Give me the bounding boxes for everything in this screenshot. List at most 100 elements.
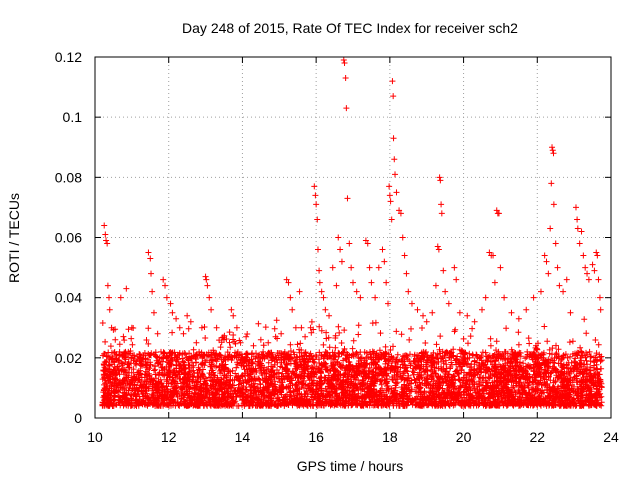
data-point [434, 243, 441, 250]
data-point [237, 339, 244, 346]
data-point [285, 279, 292, 286]
data-point [180, 330, 187, 337]
x-tick-label: 14 [235, 429, 251, 445]
data-point [391, 156, 398, 163]
data-point [582, 264, 589, 271]
data-point [597, 306, 604, 313]
data-point [491, 279, 498, 286]
data-point [387, 198, 394, 205]
data-point [393, 189, 400, 196]
data-point [163, 294, 170, 301]
y-tick-label: 0.06 [55, 230, 82, 246]
data-point [399, 234, 406, 241]
data-point [322, 306, 329, 313]
data-point [149, 288, 156, 295]
y-tick-labels: 0 0.02 0.04 0.06 0.08 0.1 0.12 [55, 49, 82, 426]
data-point [390, 93, 397, 100]
data-point [104, 240, 111, 247]
data-point [493, 207, 500, 214]
data-point [523, 306, 530, 313]
data-point [596, 294, 603, 301]
data-point [591, 267, 598, 274]
data-point [167, 300, 174, 307]
data-point [396, 207, 403, 214]
data-point [550, 201, 557, 208]
baseline-points [99, 316, 605, 409]
data-point [408, 300, 415, 307]
data-point [314, 216, 321, 223]
x-tick-label: 16 [308, 429, 324, 445]
data-point [453, 276, 460, 283]
data-point [490, 252, 497, 259]
data-point [147, 255, 154, 262]
x-tick-label: 12 [161, 429, 177, 445]
data-point [348, 264, 355, 271]
data-point [386, 183, 393, 190]
data-point [154, 330, 161, 337]
data-point [375, 264, 382, 271]
data-point [169, 309, 176, 316]
data-point [106, 294, 113, 301]
y-tick-label: 0.04 [55, 290, 82, 306]
data-point [103, 237, 110, 244]
data-point [335, 234, 342, 241]
data-point [578, 228, 585, 235]
data-point [552, 240, 559, 247]
data-point [145, 249, 152, 256]
data-point [482, 294, 489, 301]
data-point [198, 324, 205, 331]
data-point [438, 201, 445, 208]
data-point [595, 276, 602, 283]
data-point [368, 279, 375, 286]
data-point [401, 252, 408, 259]
data-point [204, 282, 211, 289]
data-point [515, 315, 522, 322]
data-point [193, 339, 200, 346]
data-point [392, 171, 399, 178]
data-point [456, 309, 463, 316]
data-point [379, 246, 386, 253]
data-point [383, 279, 390, 286]
data-point [283, 276, 290, 283]
data-point [390, 135, 397, 142]
y-tick-label: 0 [74, 410, 82, 426]
data-point [104, 282, 111, 289]
data-point [176, 324, 183, 331]
data-point [423, 318, 430, 325]
data-point [545, 270, 552, 277]
data-point [594, 252, 601, 259]
axis-ticks [94, 56, 612, 419]
data-point [316, 267, 323, 274]
data-point [479, 306, 485, 313]
data-point [208, 306, 215, 313]
y-tick-label: 0.12 [55, 49, 82, 65]
data-point [206, 294, 213, 301]
data-point [333, 282, 340, 289]
data-point [292, 324, 299, 331]
data-point [173, 315, 180, 322]
x-tick-label: 20 [456, 429, 472, 445]
data-point [437, 177, 444, 184]
data-point [440, 267, 447, 274]
data-point [541, 252, 548, 259]
data-point [150, 309, 157, 316]
data-point [372, 294, 379, 301]
data-point [436, 174, 443, 181]
data-point [337, 246, 344, 253]
data-point [432, 282, 439, 289]
data-point [464, 312, 471, 319]
data-point [385, 300, 392, 307]
data-point [257, 336, 264, 343]
x-tick-label: 24 [603, 429, 619, 445]
data-point [572, 204, 579, 211]
data-point [312, 192, 319, 199]
data-point [442, 288, 449, 295]
data-point [117, 294, 124, 301]
data-point [420, 312, 427, 319]
data-point [556, 282, 563, 289]
data-point [228, 306, 235, 313]
data-point [388, 216, 395, 223]
data-point [160, 276, 167, 283]
data-point [543, 258, 550, 265]
